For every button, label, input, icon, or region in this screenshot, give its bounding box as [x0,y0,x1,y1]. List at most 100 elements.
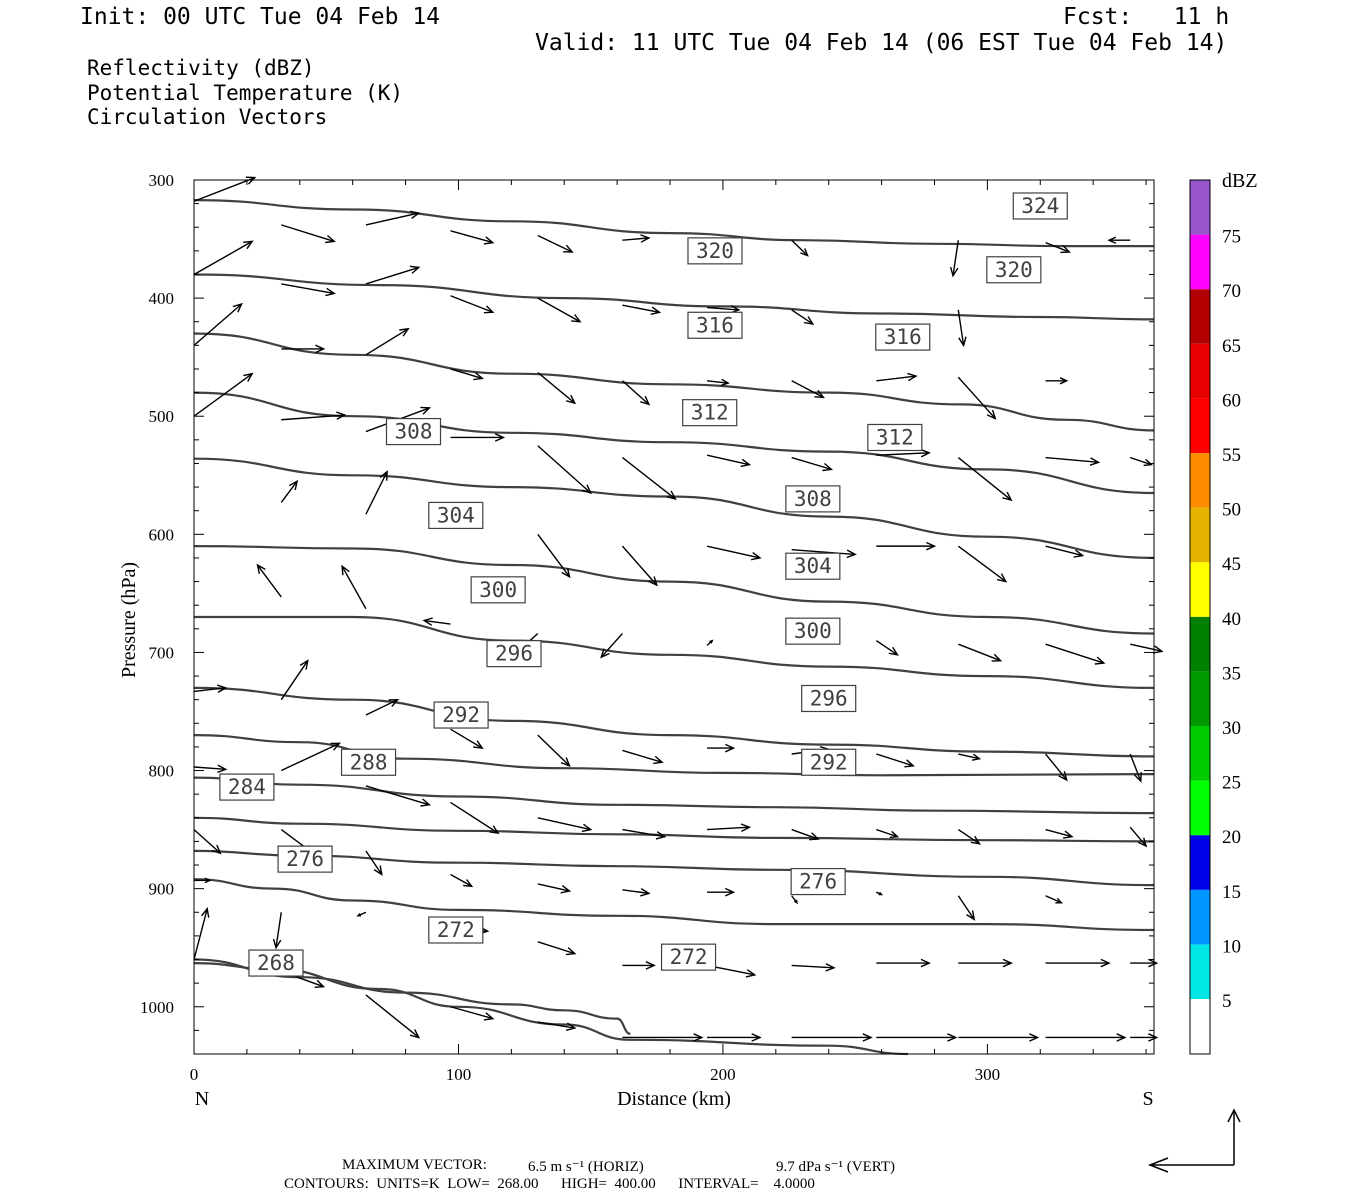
x-axis-label: Distance (km) [617,1088,731,1110]
circulation-vector [193,684,228,694]
svg-text:272: 272 [670,945,708,969]
circulation-vector [422,617,451,626]
circulation-vector [600,633,623,659]
theta-contour-284 [193,816,1155,843]
circulation-vector [365,850,383,876]
contour-label: 300 [470,576,526,604]
y-tick-label: 1000 [140,998,174,1017]
svg-text:296: 296 [495,642,533,666]
contour-label: 296 [486,640,542,668]
circulation-vector [281,411,347,421]
colorbar-level-label: 25 [1222,773,1241,794]
circulation-vector [707,823,752,833]
circulation-vector [791,548,857,559]
circulation-vector [537,445,592,495]
circulation-vector [876,541,937,551]
circulation-vector [957,895,976,921]
circulation-vector [194,877,212,884]
y-tick-label: 900 [149,880,175,899]
circulation-vector [193,907,210,960]
circulation-vector [1045,828,1074,839]
colorbar-frame [1189,179,1211,1055]
circulation-vector [365,785,432,807]
contour-label: 272 [428,916,484,944]
circulation-vector [876,828,900,839]
plot-frame [193,179,1155,1055]
theta-contour-324 [193,199,1154,248]
circulation-vector [875,640,899,656]
colorbar-level-label: 70 [1222,281,1241,302]
svg-text:296: 296 [810,686,848,710]
colorbar-bin [1190,234,1210,290]
svg-text:312: 312 [876,425,914,449]
colorbar-level-label: 50 [1222,500,1241,521]
circulation-vector [1045,456,1101,466]
y-tick-label: 600 [149,525,175,544]
circulation-vector [957,457,1013,502]
circulation-vector [537,371,577,405]
theta-contour-280 [193,849,1155,887]
colorbar-level-label: 30 [1222,718,1241,739]
contour-label: 312 [867,423,923,452]
colorbar-level-label: 55 [1222,445,1241,466]
theta-contours [193,199,1155,1056]
svg-text:320: 320 [696,239,734,263]
circulation-vector [706,378,730,387]
circulation-vector [450,801,500,835]
circulation-vector [957,309,967,348]
circulation-vector [949,240,959,278]
colorbar-level-label: 60 [1222,390,1241,411]
legend-line-vectors: Circulation Vectors [87,105,328,129]
circulation-vector [622,304,662,315]
circulation-vector [706,639,714,646]
svg-text:320: 320 [995,258,1033,282]
circulation-vector [958,753,982,761]
circulation-vector [791,239,809,257]
colorbar-level-label: 20 [1222,827,1241,848]
x-axis: 0 100 200 300 [190,180,1147,1084]
circulation-vector [1107,236,1131,244]
circulation-vector [1129,753,1142,783]
colorbar-bin [1190,507,1210,563]
circulation-vector [621,457,677,500]
circulation-vector [281,224,336,244]
circulation-vector [537,817,593,833]
circulation-vector [193,302,243,346]
circulation-vector [876,1033,958,1042]
circulation-vector [280,659,309,701]
max-vector-label: MAXIMUM VECTOR: [342,1157,487,1173]
max-vector-vert: 9.7 dPa s⁻¹ (VERT) [776,1159,896,1175]
colorbar-bin [1190,835,1210,890]
contour-label: 268 [248,949,304,977]
svg-text:316: 316 [884,325,922,349]
circulation-vector [450,1006,495,1021]
colorbar-bin [1190,398,1210,453]
circulation-vector [1130,643,1164,654]
svg-text:324: 324 [1021,194,1059,218]
circulation-vector [1045,1033,1127,1042]
colorbar-level-label: 75 [1222,227,1241,248]
contour-label: 272 [660,943,717,971]
circulation-vector [1045,895,1063,904]
circulation-vector [791,456,834,472]
circulation-vector [193,829,222,855]
svg-text:312: 312 [691,401,729,425]
init-text: Init: 00 UTC Tue 04 Feb 14 [80,4,441,30]
circulation-vector [450,728,484,749]
contour-label: 316 [687,311,743,339]
circulation-vector [537,297,582,323]
circulation-vector [450,368,484,381]
circulation-vector [281,344,326,354]
circulation-vector [450,295,495,314]
circulation-vector [537,533,571,579]
circulation-vector [1045,377,1069,385]
circulation-vector [341,564,367,610]
circulation-vector [622,749,664,765]
contour-label: 320 [687,237,743,265]
contour-label: 292 [801,748,857,776]
y-tick-label: 400 [149,289,175,308]
circulation-vector [1130,1033,1159,1042]
contour-label: 316 [875,323,931,351]
theta-contour-296 [193,686,1155,758]
circulation-vector [1045,545,1085,558]
